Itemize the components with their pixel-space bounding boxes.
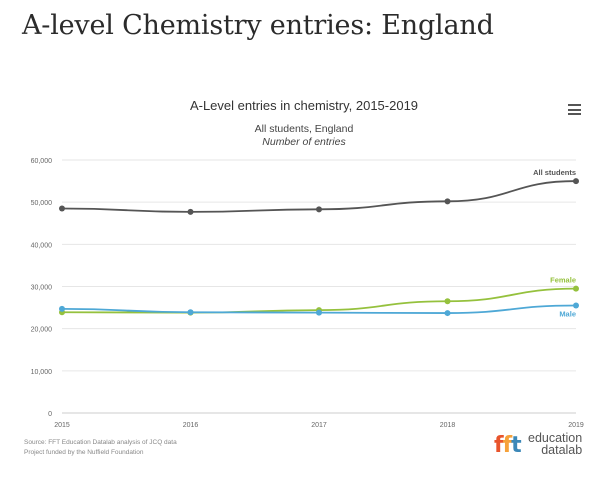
data-point-all-students[interactable] <box>444 198 451 205</box>
x-tick-label: 2015 <box>54 422 70 429</box>
data-point-all-students[interactable] <box>316 206 322 213</box>
data-point-male[interactable] <box>316 309 322 316</box>
series-label-female: Female <box>550 276 576 285</box>
chart-units-subtitle: Number of entries <box>262 136 346 148</box>
y-tick-label: 20,000 <box>31 327 53 334</box>
x-tick-label: 2019 <box>568 422 584 429</box>
x-tick-label: 2017 <box>311 422 327 429</box>
data-point-all-students[interactable] <box>59 205 65 212</box>
y-axis-ticks: 0 10,000 20,000 30,000 40,000 50,000 60,000 <box>31 158 53 418</box>
series-label-all-students: All students <box>533 168 576 177</box>
series-points <box>59 178 579 317</box>
ffl-logo-mark-icon: fft <box>494 433 522 458</box>
page-title: A-level Chemistry entries: England <box>22 10 494 41</box>
hamburger-menu-icon[interactable] <box>568 104 581 115</box>
gridlines <box>62 159 576 414</box>
funding-note: Project funded by the Nuffield Foundatio… <box>24 449 144 456</box>
y-tick-label: 40,000 <box>31 242 53 249</box>
data-point-female[interactable] <box>444 298 451 305</box>
series-label-male: Male <box>559 309 576 318</box>
x-tick-label: 2016 <box>183 422 199 429</box>
data-point-male[interactable] <box>573 302 579 309</box>
x-axis-ticks: 2015 2016 2017 2018 2019 <box>54 422 584 429</box>
chart-footer: Source: FFT Education Datalab analysis o… <box>24 438 177 458</box>
data-point-male[interactable] <box>187 309 194 316</box>
chart-title: A-Level entries in chemistry, 2015-2019 <box>189 98 419 113</box>
y-tick-label: 0 <box>48 411 52 418</box>
source-note: Source: FFT Education Datalab analysis o… <box>24 439 177 446</box>
x-tick-label: 2018 <box>440 422 456 429</box>
y-tick-label: 10,000 <box>31 369 53 376</box>
data-point-male[interactable] <box>59 305 65 312</box>
data-point-all-students[interactable] <box>187 208 194 215</box>
logo-word-datalab: datalab <box>541 443 583 457</box>
datalab-logo: fft education datalab <box>494 430 594 460</box>
data-point-all-students[interactable] <box>573 178 579 185</box>
y-tick-label: 30,000 <box>31 285 53 292</box>
y-tick-label: 50,000 <box>31 200 53 207</box>
logo-word-education: education <box>528 431 583 445</box>
logo-wordmark: education datalab <box>528 431 583 457</box>
y-tick-label: 60,000 <box>31 158 53 165</box>
series-lines <box>61 180 577 314</box>
data-point-male[interactable] <box>444 310 451 317</box>
chart-subtitle: All students, England <box>254 123 354 135</box>
series-labels: All students Female Male <box>533 168 576 318</box>
data-point-female[interactable] <box>573 285 579 292</box>
